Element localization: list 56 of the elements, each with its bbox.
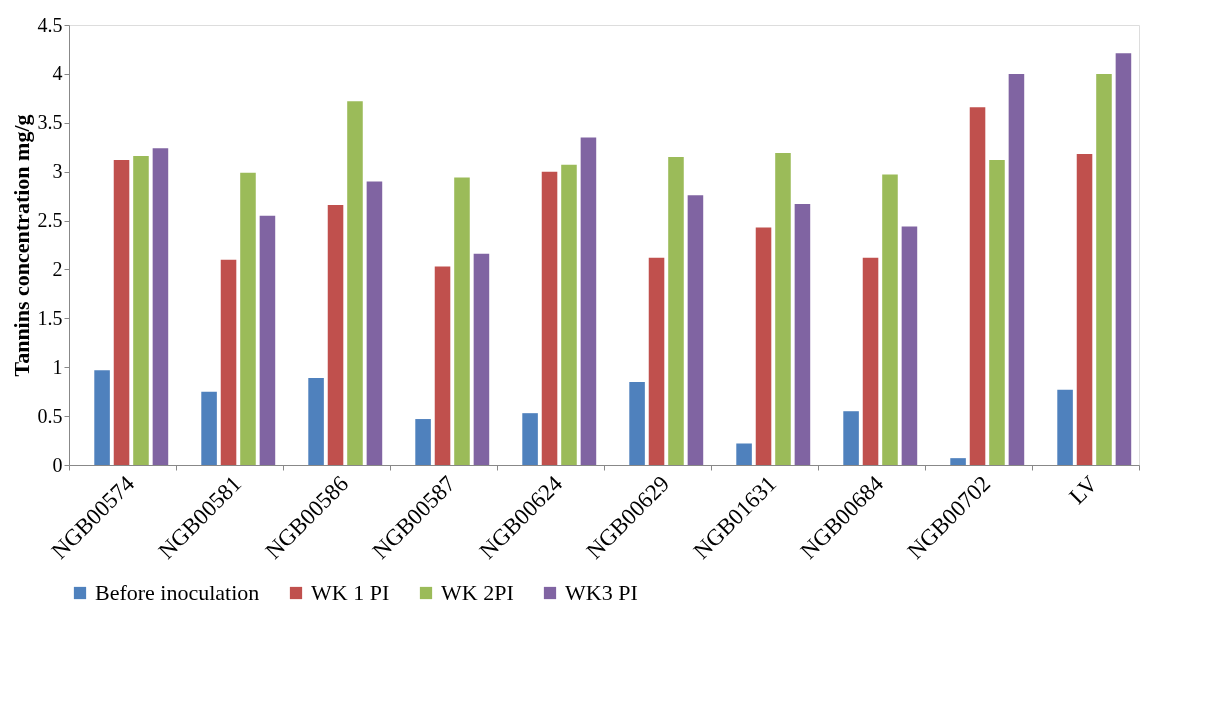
bar: [775, 153, 791, 465]
bar: [220, 259, 237, 465]
bar: [1008, 73, 1025, 465]
bar: [327, 204, 344, 465]
y-tick-label: 4: [52, 62, 63, 85]
bar: [473, 253, 490, 465]
y-tick-label: 2: [52, 257, 63, 280]
bar: [882, 174, 898, 465]
bar: [901, 226, 918, 465]
y-tick-label: 1: [52, 355, 63, 378]
bar: [687, 195, 704, 465]
bar: [1096, 73, 1112, 465]
bar: [843, 411, 859, 465]
bar: [668, 157, 684, 465]
bar: [113, 159, 130, 465]
bar: [1057, 389, 1073, 465]
bar: [629, 381, 645, 465]
bar: [1115, 53, 1132, 465]
bar: [522, 413, 538, 465]
y-tick-label: 0: [52, 453, 63, 476]
bar: [201, 391, 217, 465]
bar: [1076, 154, 1093, 465]
legend-label: WK 2PI: [441, 580, 514, 605]
bar: [152, 148, 169, 465]
legend-label: WK 1 PI: [311, 580, 390, 605]
y-tick-label: 3.5: [37, 111, 63, 134]
bar: [133, 156, 149, 465]
bar: [794, 203, 811, 465]
x-tick-label: LV: [1064, 470, 1103, 509]
bar: [347, 101, 363, 465]
bar: [755, 227, 772, 465]
bar: [648, 257, 665, 465]
bar: [308, 377, 324, 465]
bar: [454, 177, 470, 465]
y-tick-label: 4.5: [37, 13, 63, 36]
bar: [561, 164, 577, 465]
bar: [736, 443, 752, 465]
legend-label: Before inoculation: [95, 580, 260, 605]
bar: [259, 215, 276, 465]
bar: [366, 181, 383, 465]
bar: [434, 266, 451, 465]
bar: [989, 159, 1005, 465]
bar: [969, 107, 986, 465]
bar: [580, 137, 597, 465]
y-tick-label: 3: [52, 160, 63, 183]
bar: [240, 172, 256, 465]
bar: [415, 419, 431, 465]
bar: [950, 458, 966, 465]
y-tick-label: 1.5: [37, 306, 63, 329]
legend-label: WK3 PI: [565, 580, 638, 605]
y-tick-label: 0.5: [37, 404, 63, 427]
y-tick-label: 2.5: [37, 209, 63, 232]
y-axis-title: Tannins concentration mg/g: [8, 114, 34, 377]
bar: [541, 171, 558, 465]
bar: [862, 257, 879, 465]
bar: [94, 370, 110, 465]
